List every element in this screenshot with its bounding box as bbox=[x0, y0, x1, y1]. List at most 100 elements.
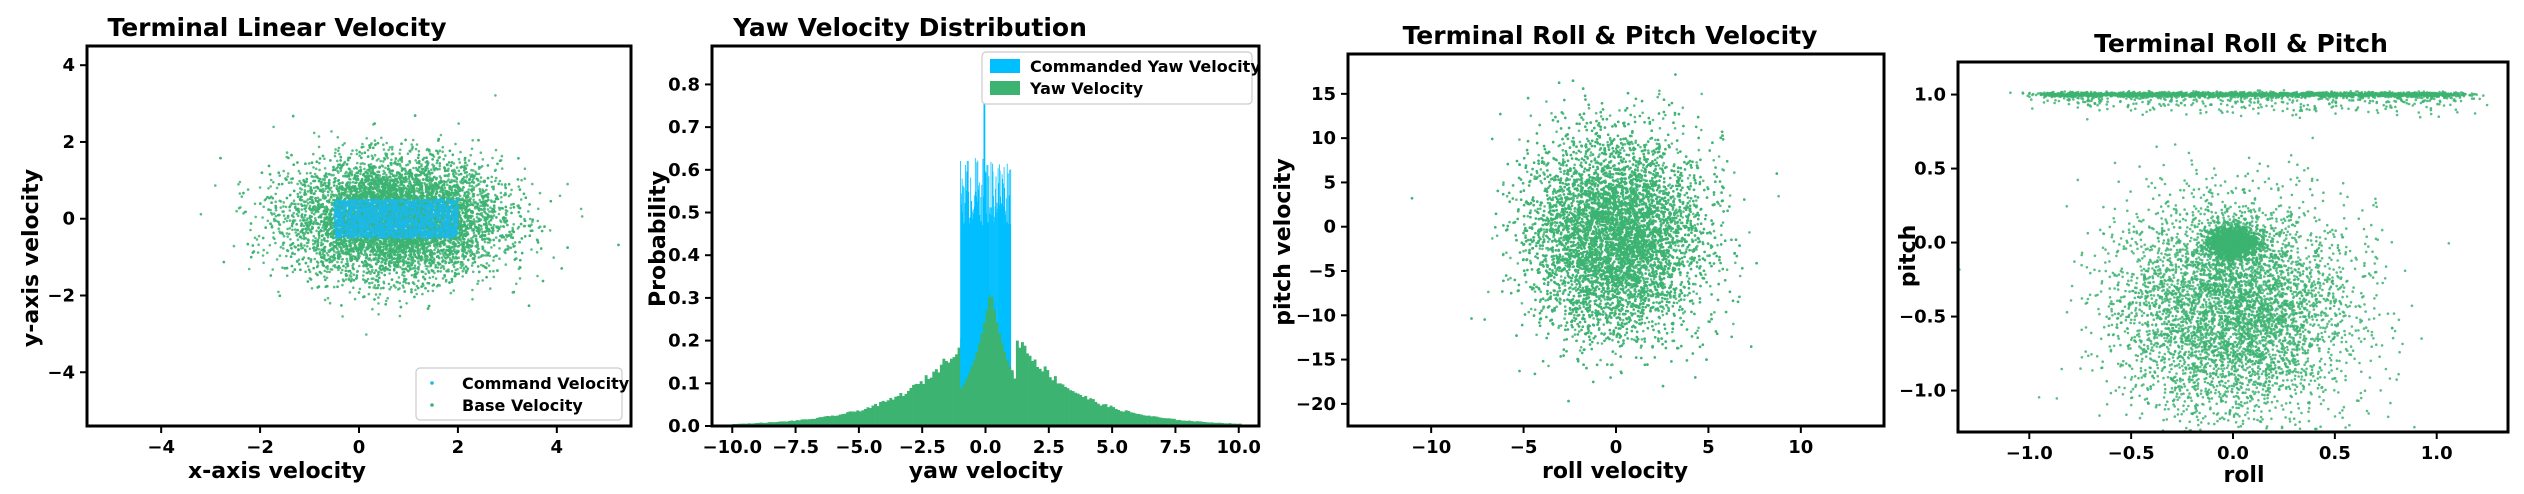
base-velocity-point bbox=[399, 282, 402, 285]
base-velocity-point bbox=[303, 216, 306, 219]
base-velocity-point bbox=[468, 159, 471, 162]
base-velocity-point bbox=[331, 268, 334, 271]
base-velocity-point bbox=[379, 160, 382, 163]
base-velocity-point bbox=[520, 198, 523, 201]
base-velocity-point bbox=[477, 280, 480, 283]
base-velocity-point bbox=[483, 249, 486, 252]
base-velocity-point bbox=[492, 270, 495, 273]
base-velocity-point bbox=[286, 175, 289, 178]
base-velocity-point bbox=[487, 208, 490, 211]
base-velocity-point bbox=[300, 208, 303, 211]
base-velocity-point bbox=[455, 178, 458, 181]
base-velocity-point bbox=[460, 263, 463, 266]
base-velocity-point bbox=[318, 146, 321, 149]
base-velocity-point bbox=[283, 221, 286, 224]
y-tick-label: −4 bbox=[47, 362, 75, 383]
base-velocity-point bbox=[326, 271, 329, 274]
base-velocity-point bbox=[537, 220, 540, 223]
base-velocity-point bbox=[518, 226, 521, 229]
base-velocity-point bbox=[490, 200, 493, 203]
base-velocity-point bbox=[278, 230, 281, 233]
base-velocity-point bbox=[334, 155, 337, 158]
base-velocity-point bbox=[501, 183, 504, 186]
base-velocity-point bbox=[271, 268, 274, 271]
base-velocity-point bbox=[312, 153, 315, 156]
base-velocity-point bbox=[359, 173, 362, 176]
base-velocity-point bbox=[482, 158, 485, 161]
base-velocity-point bbox=[512, 243, 515, 246]
base-velocity-point bbox=[325, 187, 328, 190]
base-velocity-point bbox=[324, 182, 327, 185]
base-velocity-point bbox=[314, 258, 317, 261]
base-velocity-point bbox=[380, 137, 383, 140]
base-velocity-point bbox=[391, 146, 394, 149]
base-velocity-point bbox=[341, 269, 344, 272]
base-velocity-point bbox=[524, 177, 527, 180]
base-velocity-point bbox=[443, 268, 446, 271]
base-velocity-point bbox=[262, 206, 265, 209]
base-velocity-point bbox=[296, 183, 299, 186]
x-axis-label: x-axis velocity bbox=[188, 459, 366, 484]
base-velocity-point bbox=[363, 163, 366, 166]
base-velocity-point bbox=[425, 268, 428, 271]
base-velocity-point bbox=[297, 238, 300, 241]
base-velocity-point bbox=[288, 233, 291, 236]
base-velocity-point bbox=[316, 260, 319, 263]
base-velocity-point bbox=[416, 187, 419, 190]
chart-title: Terminal Linear Velocity bbox=[107, 13, 446, 42]
base-velocity-point bbox=[278, 174, 281, 177]
base-velocity-point bbox=[282, 170, 285, 173]
base-velocity-point bbox=[444, 187, 447, 190]
base-velocity-point bbox=[452, 289, 455, 292]
base-velocity-point bbox=[277, 291, 280, 294]
base-velocity-point bbox=[355, 149, 358, 152]
base-velocity-point bbox=[466, 164, 469, 167]
base-velocity-point bbox=[323, 157, 326, 160]
base-velocity-point bbox=[318, 135, 321, 138]
base-velocity-point bbox=[491, 176, 494, 179]
y-tick-label: −2 bbox=[47, 285, 75, 306]
base-velocity-point bbox=[402, 284, 405, 287]
base-velocity-point bbox=[374, 139, 377, 142]
base-velocity-point bbox=[362, 274, 365, 277]
base-velocity-point bbox=[479, 188, 482, 191]
base-velocity-point bbox=[439, 165, 442, 168]
y-axis-label: y-axis velocity bbox=[19, 169, 44, 347]
base-velocity-point bbox=[436, 162, 439, 165]
base-velocity-point bbox=[388, 288, 391, 291]
base-velocity-point bbox=[440, 177, 443, 180]
base-velocity-point bbox=[307, 202, 310, 205]
base-velocity-point bbox=[373, 272, 376, 275]
base-velocity-point bbox=[283, 214, 286, 217]
base-velocity-point bbox=[377, 158, 380, 161]
base-velocity-point bbox=[358, 154, 361, 157]
base-velocity-point bbox=[399, 266, 402, 269]
base-velocity-point bbox=[479, 166, 482, 169]
base-velocity-point bbox=[299, 219, 302, 222]
base-velocity-point bbox=[359, 166, 362, 169]
base-velocity-point bbox=[456, 268, 459, 271]
base-velocity-point bbox=[379, 293, 382, 296]
base-velocity-point bbox=[261, 216, 264, 219]
base-velocity-point bbox=[375, 293, 378, 296]
base-velocity-point bbox=[299, 172, 302, 175]
base-velocity-point bbox=[297, 193, 300, 196]
base-velocity-point bbox=[279, 254, 282, 257]
base-velocity-point bbox=[287, 172, 290, 175]
base-velocity-point bbox=[473, 231, 476, 234]
base-velocity-point bbox=[305, 210, 308, 213]
base-velocity-point bbox=[493, 276, 496, 279]
base-velocity-point bbox=[476, 194, 479, 197]
base-velocity-point bbox=[262, 249, 265, 252]
base-velocity-point bbox=[493, 244, 496, 247]
base-velocity-point bbox=[536, 275, 539, 278]
base-velocity-point bbox=[297, 203, 300, 206]
base-velocity-point bbox=[306, 217, 309, 220]
base-velocity-point bbox=[326, 277, 329, 280]
base-velocity-point bbox=[384, 167, 387, 170]
base-velocity-point bbox=[324, 270, 327, 273]
base-velocity-point bbox=[468, 173, 471, 176]
base-velocity-point bbox=[269, 244, 272, 247]
base-velocity-point bbox=[480, 176, 483, 179]
